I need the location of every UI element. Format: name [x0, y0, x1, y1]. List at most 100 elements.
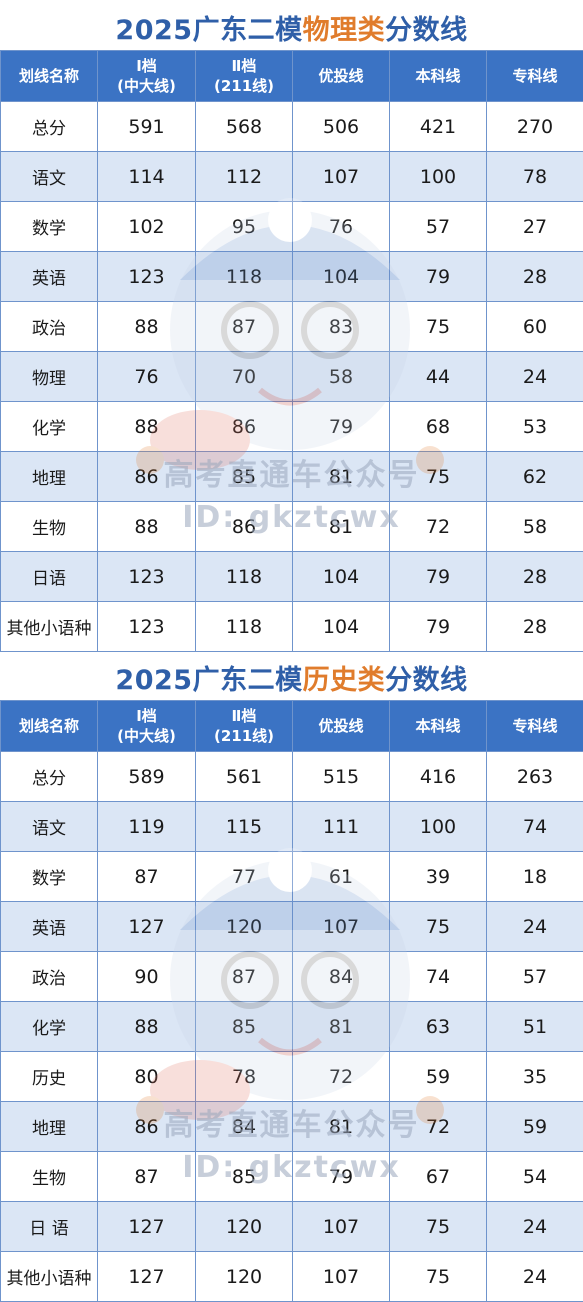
score-cell: 51: [487, 1002, 583, 1052]
score-cell: 87: [196, 302, 293, 352]
score-cell: 112: [196, 152, 293, 202]
score-cell: 61: [293, 852, 390, 902]
physics-title-post: 分数线: [385, 8, 468, 47]
score-cell: 90: [98, 952, 196, 1002]
column-header: 优投线: [293, 701, 390, 752]
score-cell: 561: [196, 752, 293, 802]
subject-cell: 数学: [1, 202, 98, 252]
score-cell: 35: [487, 1052, 583, 1102]
subject-cell: 地理: [1, 1102, 98, 1152]
score-cell: 59: [390, 1052, 487, 1102]
score-cell: 81: [293, 1102, 390, 1152]
score-cell: 421: [390, 102, 487, 152]
column-header: 本科线: [390, 701, 487, 752]
score-cell: 28: [487, 252, 583, 302]
score-cell: 87: [196, 952, 293, 1002]
score-cell: 127: [98, 902, 196, 952]
score-cell: 78: [487, 152, 583, 202]
score-cell: 87: [98, 1152, 196, 1202]
score-cell: 107: [293, 1252, 390, 1302]
score-cell: 120: [196, 1252, 293, 1302]
score-cell: 107: [293, 902, 390, 952]
subject-cell: 数学: [1, 852, 98, 902]
score-cell: 589: [98, 752, 196, 802]
score-cell: 104: [293, 252, 390, 302]
score-cell: 63: [390, 1002, 487, 1052]
score-cell: 84: [196, 1102, 293, 1152]
history-title-post: 分数线: [385, 658, 468, 697]
score-cell: 114: [98, 152, 196, 202]
subject-cell: 日 语: [1, 1202, 98, 1252]
subject-cell: 生物: [1, 502, 98, 552]
score-cell: 60: [487, 302, 583, 352]
score-cell: 53: [487, 402, 583, 452]
score-cell: 88: [98, 402, 196, 452]
score-cell: 86: [196, 502, 293, 552]
score-cell: 270: [487, 102, 583, 152]
score-cell: 515: [293, 752, 390, 802]
score-cell: 58: [487, 502, 583, 552]
score-cell: 24: [487, 1252, 583, 1302]
score-cell: 118: [196, 552, 293, 602]
subject-cell: 总分: [1, 752, 98, 802]
score-cell: 72: [293, 1052, 390, 1102]
column-header: 专科线: [487, 51, 583, 102]
column-header: 划线名称: [1, 51, 98, 102]
history-title-accent: 历史类: [303, 658, 386, 697]
subject-cell: 政治: [1, 302, 98, 352]
subject-cell: 总分: [1, 102, 98, 152]
score-cell: 75: [390, 452, 487, 502]
subject-cell: 地理: [1, 452, 98, 502]
score-cell: 75: [390, 1202, 487, 1252]
score-cell: 27: [487, 202, 583, 252]
score-cell: 100: [390, 152, 487, 202]
score-cell: 102: [98, 202, 196, 252]
physics-title-accent: 物理类: [303, 8, 386, 47]
score-cell: 86: [196, 402, 293, 452]
score-cell: 59: [487, 1102, 583, 1152]
column-header: 本科线: [390, 51, 487, 102]
score-cell: 79: [390, 552, 487, 602]
score-cell: 57: [390, 202, 487, 252]
column-header: 划线名称: [1, 701, 98, 752]
score-cell: 127: [98, 1202, 196, 1252]
score-cell: 39: [390, 852, 487, 902]
subject-cell: 化学: [1, 1002, 98, 1052]
score-cell: 70: [196, 352, 293, 402]
score-cell: 57: [487, 952, 583, 1002]
score-cell: 123: [98, 552, 196, 602]
score-cell: 24: [487, 352, 583, 402]
score-cell: 62: [487, 452, 583, 502]
score-cell: 24: [487, 902, 583, 952]
score-cell: 115: [196, 802, 293, 852]
subject-cell: 日语: [1, 552, 98, 602]
score-cell: 54: [487, 1152, 583, 1202]
subject-cell: 政治: [1, 952, 98, 1002]
subject-cell: 历史: [1, 1052, 98, 1102]
subject-cell: 英语: [1, 252, 98, 302]
column-header: Ⅱ档(211线): [196, 701, 293, 752]
score-cell: 18: [487, 852, 583, 902]
score-cell: 24: [487, 1202, 583, 1252]
score-cell: 75: [390, 902, 487, 952]
score-cell: 81: [293, 452, 390, 502]
score-cell: 506: [293, 102, 390, 152]
subject-cell: 生物: [1, 1152, 98, 1202]
physics-title: 2025广东二模物理类分数线: [0, 2, 583, 52]
score-cell: 591: [98, 102, 196, 152]
score-cell: 119: [98, 802, 196, 852]
